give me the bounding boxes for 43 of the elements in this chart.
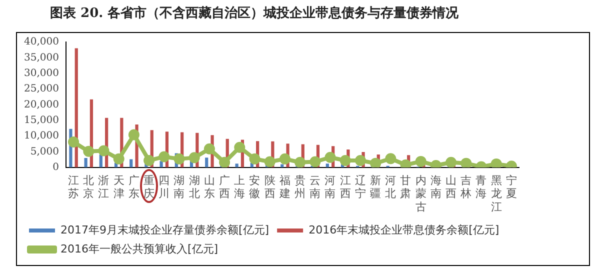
y-tick-label: 30,000: [24, 68, 59, 79]
x-tick-label: 新疆: [370, 174, 382, 200]
x-tick-label: 湖北: [188, 174, 200, 200]
x-tick-label: 江苏: [68, 174, 80, 200]
legend-label: 2017年9月末城投企业存量债券余额[亿元]: [60, 223, 270, 236]
x-tick-label: 云南: [310, 174, 321, 200]
legend-label: 2016年末城投企业带息债务余额[亿元]: [308, 223, 500, 236]
x-tick-label: 山东: [204, 174, 215, 200]
x-tick-label: 海南: [430, 174, 442, 200]
x-tick-label: 上海: [234, 174, 246, 200]
x-tick-label: 江西: [340, 174, 351, 200]
x-tick-label: 河南: [324, 174, 336, 200]
y-tick-label: 40,000: [24, 36, 59, 48]
y-tick-label: 5,000: [30, 146, 59, 158]
x-tick-label: 河北: [385, 174, 396, 200]
y-tick-label: 25,000: [24, 84, 59, 95]
x-tick-label: 宁夏: [506, 174, 517, 200]
y-tick-label: 20,000: [24, 99, 59, 110]
y-tick-label: 35,000: [24, 52, 59, 64]
x-tick-label: 甘肃: [400, 174, 412, 200]
x-tick-label: 四川: [158, 174, 170, 200]
x-tick-label: 天津: [113, 174, 124, 200]
y-tick-label: 15,000: [24, 114, 59, 126]
x-tick-label: 湖南: [174, 174, 185, 200]
x-tick-label: 广东: [128, 174, 140, 200]
y-tick-label: 10,000: [24, 130, 59, 142]
legend-label: 2016年一般公共预算收入[亿元]: [60, 242, 218, 256]
x-tick-label: 浙江: [98, 174, 110, 200]
x-tick-label: 福建: [278, 174, 290, 200]
x-tick-label: 安徽: [249, 174, 260, 200]
x-tick-label: 广西: [219, 174, 230, 200]
x-tick-label: 重庆: [144, 174, 155, 200]
x-tick-label: 贵州: [294, 174, 306, 200]
y-tick-label: 0: [52, 162, 59, 173]
x-tick-label: 北京: [83, 174, 94, 200]
x-tick-label: 吉林: [460, 174, 472, 200]
x-tick-label: 黑龙江: [490, 174, 502, 214]
x-tick-label: 辽宁: [354, 174, 366, 200]
chart-title: 图表 20. 各省市（不含西藏自治区）城投企业带息债务与存量债券情况: [50, 4, 459, 22]
x-tick-label: 山西: [446, 174, 457, 200]
x-tick-label: 内蒙古: [415, 174, 426, 214]
x-tick-label: 青海: [476, 174, 487, 200]
x-tick-label: 陕西: [264, 174, 276, 200]
